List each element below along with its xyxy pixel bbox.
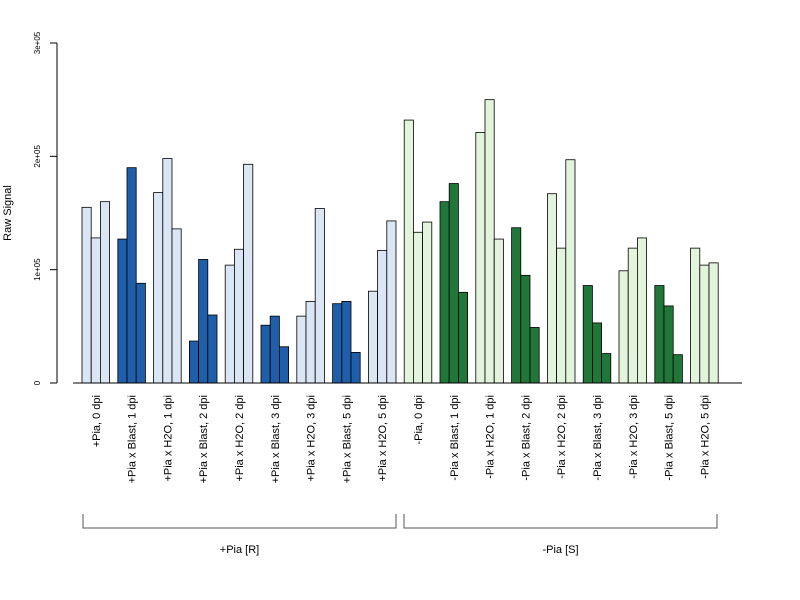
bar	[350, 351, 361, 384]
category-label: +Pia x H2O, 1 dpi	[162, 395, 174, 482]
bar	[90, 237, 101, 384]
category-label: -Pia x Blast, 2 dpi	[520, 395, 532, 481]
category-label: +Pia x Blast, 3 dpi	[270, 395, 282, 483]
bar	[81, 206, 92, 384]
bar	[233, 248, 244, 384]
bar	[457, 291, 468, 384]
bar	[260, 324, 271, 384]
bar	[582, 285, 593, 384]
bar	[377, 249, 388, 384]
bars-layer	[81, 99, 719, 384]
y-axis: 0 1e+05 2e+05 3e+05	[33, 31, 58, 385]
bar	[663, 305, 674, 384]
bar	[162, 158, 173, 384]
bar	[511, 227, 522, 384]
bar	[188, 340, 199, 384]
group-bracket	[403, 514, 718, 529]
category-label: -Pia x H2O, 5 dpi	[699, 395, 711, 479]
bar	[654, 285, 665, 384]
bar	[637, 237, 648, 384]
bar	[565, 159, 576, 384]
category-label: -Pia x H2O, 1 dpi	[485, 395, 497, 479]
category-labels: +Pia, 0 dpi +Pia x Blast, 1 dpi +Pia x H2O…	[91, 395, 712, 483]
category-label: -Pia x Blast, 3 dpi	[592, 395, 604, 481]
bar	[412, 231, 423, 384]
bar	[484, 99, 495, 384]
bar	[672, 354, 683, 384]
bar	[314, 208, 325, 384]
bar	[100, 201, 111, 384]
category-label: +Pia x H2O, 2 dpi	[234, 395, 246, 482]
bar	[439, 201, 450, 384]
bar	[367, 290, 378, 384]
bar	[117, 238, 128, 384]
category-label: -Pia x H2O, 2 dpi	[556, 395, 568, 479]
bar	[422, 221, 433, 384]
bar	[171, 228, 182, 384]
y-axis-title: Raw Signal	[2, 185, 14, 241]
y-tick-label: 0	[33, 380, 42, 385]
category-label: +Pia x H2O, 3 dpi	[306, 395, 318, 482]
bar	[207, 314, 218, 384]
category-label: -Pia x Blast, 1 dpi	[449, 395, 461, 481]
bar	[278, 346, 289, 384]
bar	[475, 132, 486, 384]
bar	[690, 247, 701, 384]
bar	[135, 282, 146, 384]
bar	[708, 262, 719, 384]
category-label: +Pia, 0 dpi	[91, 395, 103, 447]
bar	[493, 238, 504, 384]
category-label: +Pia x Blast, 1 dpi	[127, 395, 139, 483]
bar	[699, 264, 710, 384]
bar	[448, 183, 459, 384]
bar	[627, 247, 638, 384]
bar	[386, 220, 397, 384]
bar	[547, 193, 558, 384]
bar	[520, 274, 531, 384]
bar	[529, 327, 540, 384]
bar	[126, 167, 137, 384]
group-label: +Pia [R]	[220, 544, 259, 556]
group-bracket	[82, 514, 397, 529]
bar	[618, 270, 629, 384]
bar	[296, 315, 307, 384]
bar	[269, 315, 280, 384]
bar	[556, 247, 567, 384]
bar	[305, 300, 316, 384]
bar	[224, 264, 235, 384]
bar	[592, 322, 603, 384]
y-tick-label: 1e+05	[33, 258, 42, 281]
bar	[341, 300, 352, 384]
bar	[403, 119, 414, 384]
group-label: -Pia [S]	[542, 544, 578, 556]
bar	[198, 259, 209, 384]
category-label: +Pia x Blast, 5 dpi	[341, 395, 353, 483]
category-label: -Pia, 0 dpi	[413, 395, 425, 445]
bar	[243, 163, 254, 384]
y-tick-label: 3e+05	[33, 31, 42, 54]
category-label: +Pia x Blast, 2 dpi	[198, 395, 210, 483]
y-tick-label: 2e+05	[33, 145, 42, 168]
group-brackets: +Pia [R] -Pia [S]	[82, 514, 718, 556]
bar	[332, 303, 343, 384]
category-label: -Pia x H2O, 3 dpi	[628, 395, 640, 479]
category-label: -Pia x Blast, 5 dpi	[664, 395, 676, 481]
bar	[153, 192, 164, 384]
bar	[601, 353, 612, 384]
category-label: +Pia x H2O, 5 dpi	[377, 395, 389, 482]
